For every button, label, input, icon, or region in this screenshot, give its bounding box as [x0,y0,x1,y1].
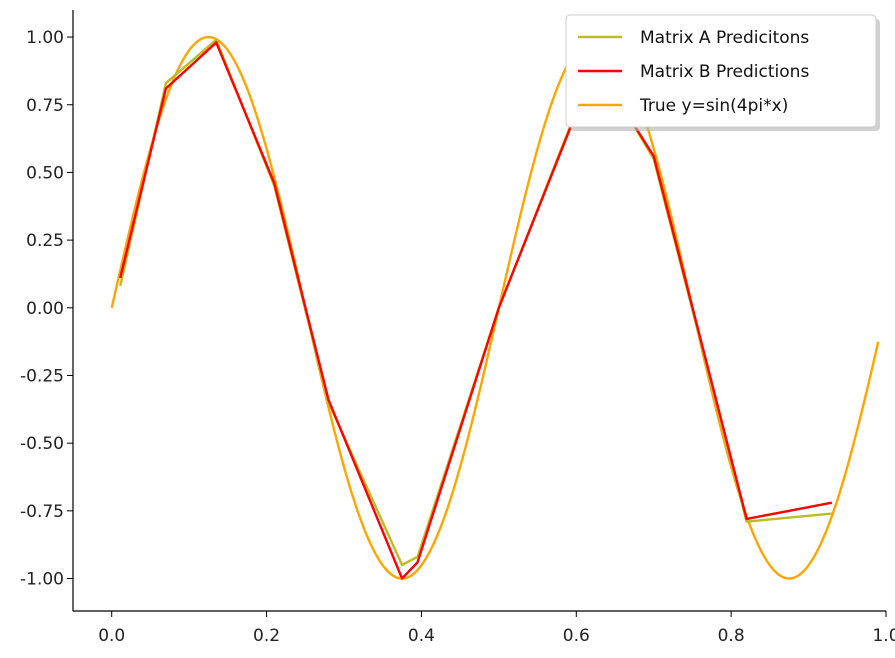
series-line-1 [119,41,833,580]
legend-frame [565,14,877,128]
y-tick-label: 0.75 [26,96,64,116]
series-layer [110,35,880,580]
y-tick-label: -1.00 [20,570,64,590]
x-tick-label: 0.2 [253,626,280,646]
y-tick-label: 1.00 [26,28,64,48]
legend-entry-label: True y=sin(4pi*x) [639,96,788,116]
y-tick-label: -0.25 [20,366,64,386]
legend-entry-label: Matrix A Predicitons [640,28,809,48]
x-tick-label: 0.4 [408,626,435,646]
x-tick-label: 0.0 [98,626,125,646]
x-axis-ticks: 0.0 0.2 0.4 0.6 0.8 1.0 [98,611,895,646]
y-tick-label: 0.25 [26,231,64,251]
legend: Matrix A Predicitons Matrix B Predictions… [565,14,880,131]
y-axis-ticks: 1.00 0.75 0.50 0.25 0.00 -0.25 -0.50 -0.75 -1.00 [20,28,73,590]
x-tick-label: 0.6 [563,626,590,646]
x-tick-label: 1.0 [872,626,895,646]
y-tick-label: 0.00 [26,299,64,319]
legend-entry-label: Matrix B Predictions [640,62,809,82]
y-tick-label: -0.75 [20,502,64,522]
y-tick-label: 0.50 [26,163,64,183]
x-tick-label: 0.8 [718,626,745,646]
y-tick-label: -0.50 [20,434,64,454]
series-line-2 [110,35,880,580]
